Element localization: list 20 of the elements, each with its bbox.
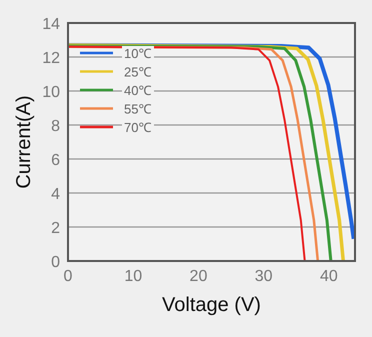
x-tick-label: 20 — [190, 268, 208, 285]
y-tick-label: 10 — [42, 84, 60, 101]
legend-label: 55℃ — [124, 102, 152, 116]
y-tick-label: 8 — [51, 118, 60, 135]
legend-label: 10℃ — [124, 46, 152, 61]
x-axis-title: Voltage (V) — [162, 294, 261, 316]
x-tick-label: 30 — [254, 268, 273, 285]
y-tick-label: 4 — [51, 186, 60, 203]
x-tick-label: 10 — [124, 268, 142, 285]
y-tick-label: 14 — [42, 16, 60, 33]
legend-label: 70℃ — [124, 120, 152, 135]
x-tick-label: 0 — [64, 268, 73, 285]
y-tick-label: 6 — [51, 152, 60, 169]
y-tick-label: 2 — [51, 220, 60, 237]
y-tick-label: 12 — [42, 50, 60, 67]
x-tick-label: 40 — [320, 268, 338, 285]
y-axis-title: Current(A) — [13, 95, 35, 189]
y-tick-label: 0 — [51, 254, 60, 271]
legend-label: 25℃ — [124, 64, 152, 80]
legend-label: 40℃ — [124, 83, 152, 98]
